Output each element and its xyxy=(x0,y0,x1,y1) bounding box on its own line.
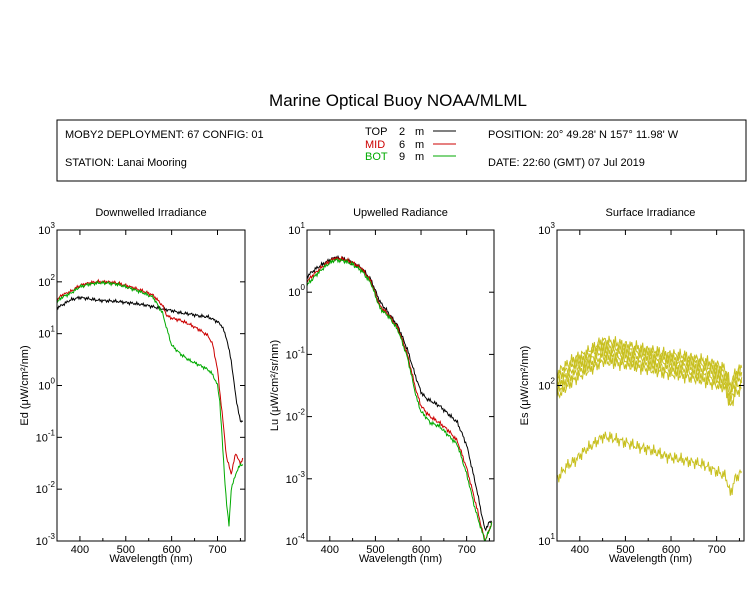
x-axis-label: Wavelength (nm) xyxy=(359,553,442,565)
y-tick-label: 10-3 xyxy=(286,470,306,486)
y-tick-label: 101 xyxy=(38,325,55,341)
x-tick-label: 400 xyxy=(321,544,339,556)
legend-name-mid: MID xyxy=(365,139,385,151)
x-tick-label: 600 xyxy=(412,544,430,556)
series-line-es-1 xyxy=(557,335,743,389)
x-tick-label: 700 xyxy=(707,544,725,556)
y-tick-label: 102 xyxy=(538,377,555,393)
y-tick-label: 10-2 xyxy=(36,480,56,496)
x-tick-label: 400 xyxy=(571,544,589,556)
legend-unit-top: m xyxy=(415,126,424,138)
panel-downwelled-irradiance: Downwelled Irradiance 400 500 600 700 10-3 10-… xyxy=(19,207,246,565)
series-line-es-5 xyxy=(557,355,742,407)
deployment-text: MOBY2 DEPLOYMENT: 67 CONFIG: 01 xyxy=(65,129,264,141)
legend-name-bot: BOT xyxy=(365,151,388,163)
series-line-es-3 xyxy=(557,345,743,402)
y-tick-label: 10-3 xyxy=(36,532,56,548)
x-tick-label: 500 xyxy=(366,544,384,556)
legend-unit-bot: m xyxy=(415,151,424,163)
plot-frame xyxy=(306,229,495,542)
series-line-top xyxy=(307,254,493,532)
x-tick-label: 500 xyxy=(616,544,634,556)
y-axis-label: Lu (μW/cm²/sr/nm) xyxy=(269,340,281,431)
x-tick-label: 700 xyxy=(208,544,226,556)
legend-depth-mid: 6 xyxy=(399,139,405,151)
legend-depth-bot: 9 xyxy=(399,151,405,163)
series-line-bot xyxy=(57,280,244,527)
series-line-es-4 xyxy=(557,349,743,405)
x-tick-label: 400 xyxy=(71,544,89,556)
legend-unit-mid: m xyxy=(415,139,424,151)
position-text: POSITION: 20° 49.28' N 157° 11.98' W xyxy=(488,129,679,141)
panel-surface-irradiance: Surface Irradiance 400 500 600 700 101 102 103 W… xyxy=(519,207,745,565)
y-tick-label: 103 xyxy=(538,221,555,237)
y-tick-label: 10-1 xyxy=(36,428,56,444)
station-text: STATION: Lanai Mooring xyxy=(65,157,187,169)
legend-entry-top: TOP 2 m xyxy=(365,126,456,138)
panel-title: Downwelled Irradiance xyxy=(95,207,206,219)
panel-title: Surface Irradiance xyxy=(606,207,696,219)
x-axis-label: Wavelength (nm) xyxy=(609,553,692,565)
x-tick-label: 700 xyxy=(457,544,475,556)
series-line-mid xyxy=(307,255,493,541)
panel-upwelled-radiance: Upwelled Radiance 400 500 600 700 10-4 10-3 10-… xyxy=(269,207,495,565)
y-tick-label: 101 xyxy=(538,532,555,548)
y-tick-label: 101 xyxy=(288,221,305,237)
series-line-es-2 xyxy=(557,341,743,395)
date-text: DATE: 22:60 (GMT) 07 Jul 2019 xyxy=(488,157,645,169)
legend-depth-top: 2 xyxy=(399,126,405,138)
y-tick-label: 100 xyxy=(288,283,305,299)
y-tick-label: 10-4 xyxy=(286,532,306,548)
plot-frame xyxy=(56,229,246,542)
y-axis-label: Es (μW/cm²/nm) xyxy=(519,346,531,426)
y-tick-label: 10-2 xyxy=(286,408,306,424)
y-tick-label: 103 xyxy=(38,221,55,237)
x-tick-label: 500 xyxy=(117,544,135,556)
y-axis-label: Ed (μW/cm²/nm) xyxy=(19,345,31,425)
legend: TOP 2 m MID 6 m BOT 9 m xyxy=(365,126,456,163)
legend-name-top: TOP xyxy=(365,126,387,138)
series-line-mid xyxy=(57,278,244,475)
series-group xyxy=(57,278,244,527)
info-box xyxy=(56,119,747,182)
y-tick-label: 10-1 xyxy=(286,345,306,361)
legend-entry-bot: BOT 9 m xyxy=(365,151,456,163)
series-line-bot xyxy=(307,257,493,541)
panel-title: Upwelled Radiance xyxy=(353,207,448,219)
x-tick-label: 600 xyxy=(662,544,680,556)
series-group xyxy=(307,254,493,541)
series-line-top xyxy=(57,295,244,423)
y-tick-label: 102 xyxy=(38,273,55,289)
y-tick-label: 100 xyxy=(38,377,55,393)
series-group xyxy=(557,335,743,496)
figure-title: Marine Optical Buoy NOAA/MLML xyxy=(269,91,527,110)
legend-entry-mid: MID 6 m xyxy=(365,139,456,151)
x-axis-label: Wavelength (nm) xyxy=(109,553,192,565)
series-line-es-6 xyxy=(557,431,743,496)
x-tick-label: 600 xyxy=(162,544,180,556)
